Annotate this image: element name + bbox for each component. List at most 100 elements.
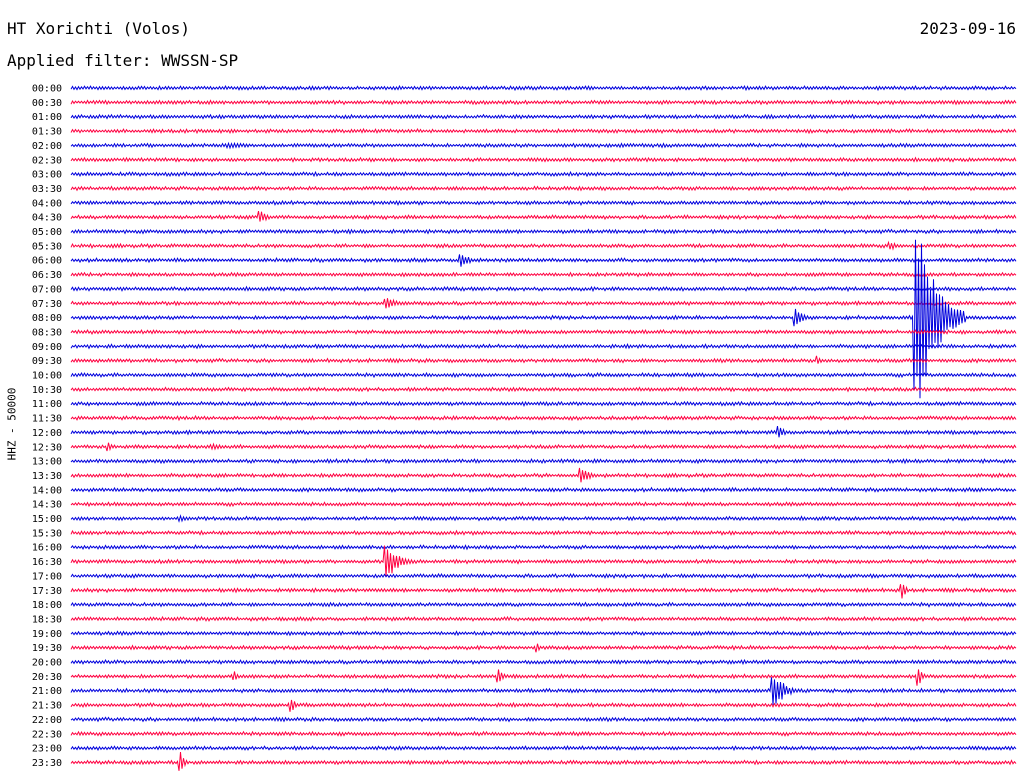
row-label: 18:00 <box>32 600 62 611</box>
trace-row <box>70 84 1017 92</box>
trace-row <box>70 141 1017 150</box>
row-label: 11:00 <box>32 399 62 410</box>
trace-row <box>70 699 1017 712</box>
row-label: 03:00 <box>32 170 62 181</box>
station-title: HT Xorichti (Volos) <box>7 19 191 38</box>
row-label: 04:00 <box>32 198 62 209</box>
trace-row <box>70 751 1017 771</box>
row-label: 22:00 <box>32 715 62 726</box>
trace-row <box>70 386 1017 393</box>
record-date: 2023-09-16 <box>919 19 1016 38</box>
row-label: 20:00 <box>32 658 62 669</box>
row-label: 19:30 <box>32 643 62 654</box>
trace-row <box>70 630 1017 637</box>
row-label: 07:00 <box>32 284 62 295</box>
row-label: 23:00 <box>32 744 62 755</box>
trace-row <box>70 677 1017 705</box>
trace-row <box>70 529 1017 536</box>
row-label: 01:30 <box>32 127 62 138</box>
trace-row <box>70 545 1017 577</box>
row-label: 12:30 <box>32 442 62 453</box>
trace-row <box>70 199 1017 206</box>
row-label: 17:30 <box>32 586 62 597</box>
row-label: 19:00 <box>32 629 62 640</box>
row-label: 18:30 <box>32 614 62 625</box>
trace-row <box>70 99 1017 106</box>
row-label: 10:30 <box>32 385 62 396</box>
trace-row <box>70 584 1017 599</box>
row-label: 20:30 <box>32 672 62 683</box>
trace-row <box>70 285 1017 293</box>
trace-row <box>70 467 1017 483</box>
row-label: 08:30 <box>32 327 62 338</box>
trace-row <box>70 371 1017 379</box>
trace-row <box>70 355 1017 364</box>
row-label: 05:00 <box>32 227 62 238</box>
row-label: 02:00 <box>32 141 62 152</box>
trace-row <box>70 414 1017 422</box>
row-label: 11:30 <box>32 414 62 425</box>
trace-row <box>70 658 1017 666</box>
trace-row <box>70 239 1017 399</box>
row-label: 04:30 <box>32 213 62 224</box>
trace-row <box>70 400 1017 407</box>
trace-row <box>70 501 1017 508</box>
trace-row <box>70 228 1017 235</box>
row-label: 16:30 <box>32 557 62 568</box>
row-labels: 00:00 00:30 01:00 01:30 02:00 02:30 03:00 03:30… <box>32 84 62 769</box>
row-label: 02:30 <box>32 155 62 166</box>
row-label: 17:00 <box>32 571 62 582</box>
row-label: 05:30 <box>32 241 62 252</box>
trace-row <box>70 113 1017 120</box>
row-label: 09:00 <box>32 342 62 353</box>
trace-row <box>70 240 1017 251</box>
trace-row <box>70 457 1017 465</box>
row-label: 14:30 <box>32 500 62 511</box>
row-label: 01:00 <box>32 112 62 123</box>
trace-row <box>70 298 1017 309</box>
trace-row <box>70 156 1017 163</box>
trace-row <box>70 342 1017 350</box>
row-label: 16:00 <box>32 543 62 554</box>
row-label: 00:00 <box>32 84 62 95</box>
trace-row <box>70 210 1017 222</box>
row-label: 03:30 <box>32 184 62 195</box>
trace-row <box>70 127 1017 135</box>
row-label: 21:00 <box>32 686 62 697</box>
row-label: 15:00 <box>32 514 62 525</box>
trace-row <box>70 185 1017 192</box>
row-label: 21:30 <box>32 701 62 712</box>
trace-row <box>70 669 1017 686</box>
trace-row <box>70 486 1017 493</box>
trace-row <box>70 643 1017 653</box>
trace-row <box>70 514 1017 523</box>
row-label: 00:30 <box>32 98 62 109</box>
trace-row <box>70 745 1017 752</box>
filter-label: Applied filter: WWSSN-SP <box>7 51 239 70</box>
trace-row <box>70 271 1017 278</box>
row-label: 13:30 <box>32 471 62 482</box>
trace-row <box>70 601 1017 608</box>
trace-row <box>70 170 1017 178</box>
row-label: 09:30 <box>32 356 62 367</box>
row-label: 13:00 <box>32 457 62 468</box>
row-label: 06:30 <box>32 270 62 281</box>
traces <box>70 84 1017 771</box>
row-label: 15:30 <box>32 528 62 539</box>
trace-row <box>70 442 1017 452</box>
row-label: 14:00 <box>32 485 62 496</box>
row-label: 12:00 <box>32 428 62 439</box>
row-label: 07:30 <box>32 299 62 310</box>
row-label: 22:30 <box>32 729 62 740</box>
trace-row <box>70 328 1017 336</box>
trace-row <box>70 615 1017 622</box>
trace-row <box>70 426 1017 438</box>
trace-row <box>70 716 1017 723</box>
trace-row <box>70 254 1017 267</box>
row-label: 08:00 <box>32 313 62 324</box>
trace-row <box>70 730 1017 737</box>
trace-row <box>70 544 1017 551</box>
row-label: 23:30 <box>32 758 62 769</box>
trace-row <box>70 572 1017 580</box>
